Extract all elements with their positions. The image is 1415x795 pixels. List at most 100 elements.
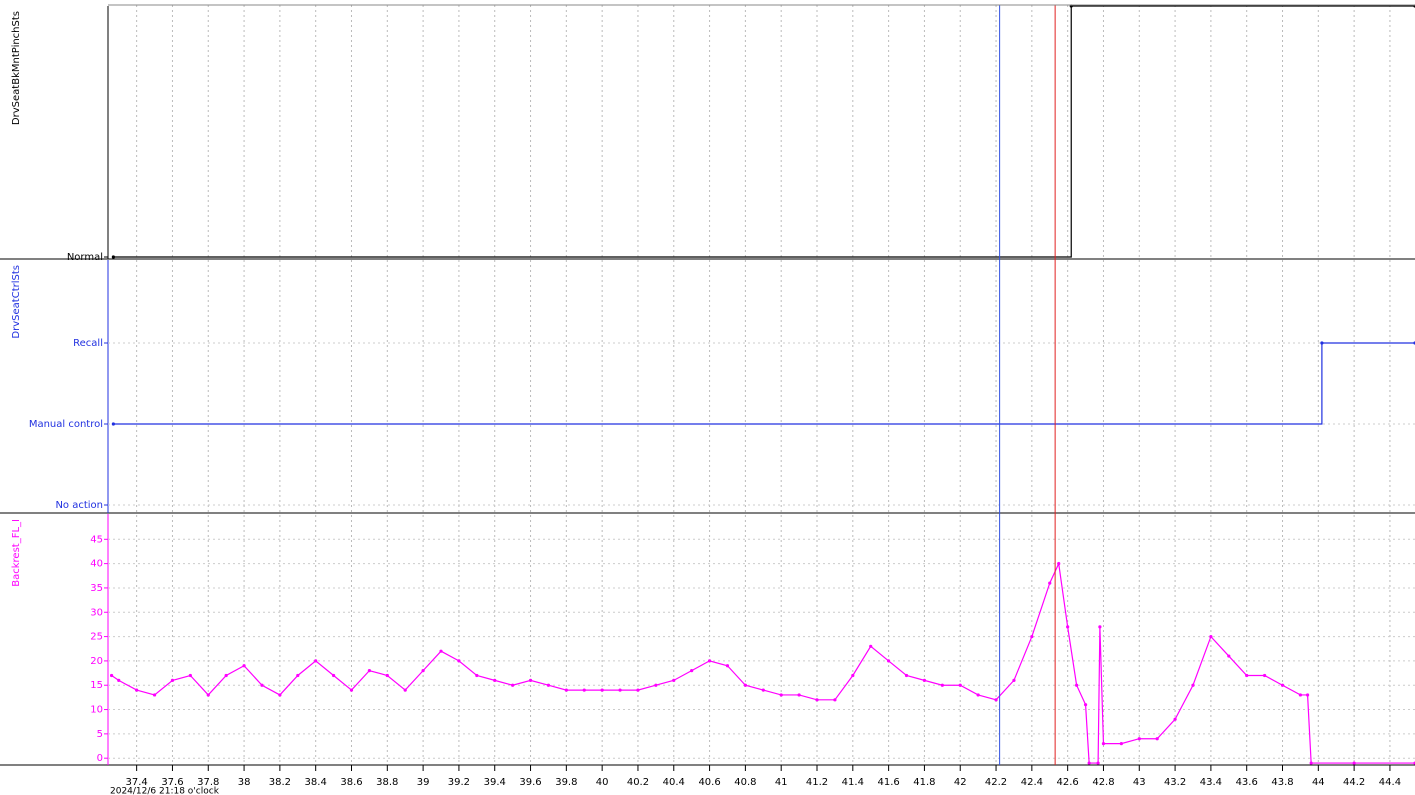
sample-point [546,683,551,687]
sample-point [922,678,927,682]
x-tick-label: 43.4 [1200,777,1222,788]
sample-point [672,678,676,682]
x-tick-label: 37.4 [126,777,148,788]
x-tick-label: 42 [954,777,967,788]
sample-point [564,688,568,692]
x-tick-label: 42.6 [1057,777,1079,788]
signal-line [111,561,1415,764]
y-axis-label: DrvSeatCtrlSts [11,265,22,339]
sample-point [1101,741,1106,746]
sample-point [654,683,658,687]
sample-point [403,688,407,692]
y-tick-label: 10 [90,705,103,716]
sample-point [976,693,980,697]
x-tick-label: 39 [417,777,430,788]
x-tick-label: 41.4 [842,777,864,788]
sample-point [869,644,873,648]
sample-point [1227,654,1231,658]
y-tick-label: Recall [73,338,103,349]
x-tick-label: 38 [238,777,251,788]
sample-point [1309,761,1313,765]
y-tick-label: 5 [97,729,103,740]
sample-point [600,688,604,692]
sample-point [1245,673,1249,678]
y-tick-label: 40 [90,559,103,570]
sample-point [111,255,115,259]
y-tick-label: 15 [90,680,103,691]
x-tick-label: 44.2 [1343,777,1365,788]
sample-point [493,678,497,682]
x-tick-label: 43.6 [1236,777,1258,788]
y-tick-label: No action [55,500,103,511]
sample-point [331,673,336,678]
sample-point [904,673,909,678]
sample-point [314,659,318,663]
sample-point [188,673,192,678]
x-tick-label: 40.8 [734,777,756,788]
sample-point [1155,737,1159,741]
x-tick-label: 38.6 [340,777,362,788]
sample-point [1191,683,1195,687]
sample-point [135,688,139,692]
sample-point [815,698,819,702]
x-tick-label: 43.8 [1271,777,1293,788]
y-tick-label: 30 [90,607,103,618]
sample-point [1012,678,1016,682]
sample-point [1173,717,1177,721]
sample-point [1320,341,1324,345]
y-axis-label: DrvSeatBkMntPinchSts [11,11,22,125]
sample-point [1209,634,1213,639]
sample-point [1119,741,1123,746]
x-tick-label: 44.4 [1379,777,1401,788]
sample-point [1298,693,1303,697]
sample-point [1096,761,1100,765]
sample-point [1137,737,1141,741]
sample-point [109,673,114,678]
sample-point [851,673,855,678]
x-tick-label: 42.8 [1092,777,1114,788]
x-tick-label: 40 [596,777,609,788]
sample-point [940,683,944,687]
sample-point [117,678,121,682]
sample-point [367,669,371,673]
sample-point [743,683,747,687]
y-axis-label: Backrest_FL_I [11,519,22,587]
sample-point [1280,683,1285,687]
sample-point [1048,581,1052,585]
sample-point [779,693,783,697]
sample-point [260,683,264,687]
sample-point [242,664,246,668]
sample-point [1087,761,1091,765]
sample-point [170,678,175,682]
sample-point [111,422,115,426]
x-tick-label: 40.2 [627,777,649,788]
sample-point [224,673,228,678]
x-tick-label: 39.8 [555,777,577,788]
sample-point [511,683,515,687]
sample-point [296,673,300,678]
x-tick-label: 41.6 [877,777,899,788]
x-tick-label: 39.4 [484,777,506,788]
sample-point [528,678,533,682]
y-tick-label: 45 [90,534,103,545]
x-tick-label: 41.8 [913,777,935,788]
sample-point [457,659,461,663]
sample-point [1075,683,1079,687]
sample-point [421,669,425,673]
x-tick-label: 40.6 [698,777,720,788]
sample-point [475,673,479,678]
sample-point [349,688,354,692]
sample-point [278,693,282,697]
y-tick-label: Manual control [29,419,103,430]
sample-point [618,688,622,692]
sample-point [707,659,712,663]
sample-point [833,698,837,702]
x-tick-label: 40.4 [663,777,685,788]
sample-point [1098,625,1102,629]
sample-point [439,649,443,653]
x-tick-label: 38.8 [376,777,398,788]
sample-point [636,688,640,692]
y-tick-label: 20 [90,656,103,667]
x-tick-label: 41 [775,777,788,788]
x-tick-label: 43 [1133,777,1146,788]
